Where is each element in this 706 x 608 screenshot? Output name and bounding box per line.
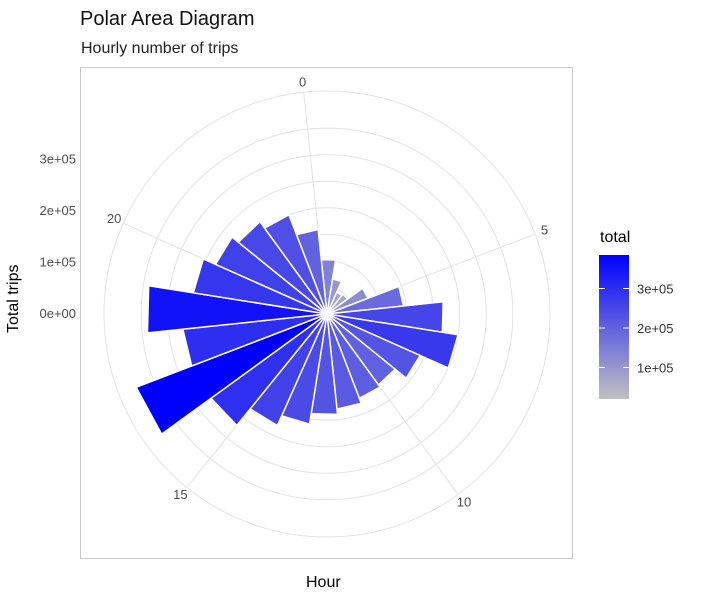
grid-ring [103, 90, 551, 538]
grid-ring [140, 127, 514, 501]
legend: 1e+05 2e+05 3e+05 [599, 255, 674, 399]
chart-title: Polar Area Diagram [80, 8, 255, 30]
hour-tick-label: 10 [457, 495, 471, 510]
axis-labels-group: 0 5 10 15 20 0e+00 1e+05 2e+05 3e+05 [39, 74, 548, 509]
legend-tick-label: 2e+05 [637, 321, 674, 336]
x-axis-label: Hour [306, 574, 341, 591]
hour-tick-label: 5 [541, 223, 548, 238]
legend-tick-label: 1e+05 [637, 360, 674, 375]
r-tick-label: 2e+05 [39, 203, 76, 218]
bar-hour-23 [295, 228, 328, 315]
r-tick-label: 1e+05 [39, 255, 76, 270]
legend-colorbar [599, 255, 629, 399]
bars-group [135, 213, 460, 436]
hour-tick-label: 20 [107, 211, 121, 226]
legend-tick-label: 3e+05 [637, 282, 674, 297]
hour-tick-label: 0 [299, 74, 306, 89]
legend-title: total [600, 229, 631, 246]
r-tick-label: 3e+05 [39, 152, 76, 167]
hour-tick-label: 15 [173, 487, 187, 502]
chart-subtitle: Hourly number of trips [81, 40, 239, 57]
panel-border [80, 67, 573, 559]
r-tick-label: 0e+00 [39, 306, 76, 321]
